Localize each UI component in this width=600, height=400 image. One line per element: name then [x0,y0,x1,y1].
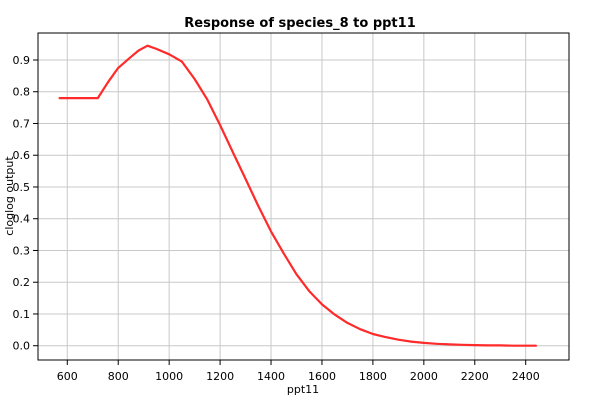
x-tick-label: 1400 [257,370,285,383]
x-axis: 600 800 1000 1200 1400 1600 1800 2000 2200 2400 [57,360,540,383]
x-tick-label: 1000 [155,370,183,383]
y-tick-label: 0.4 [13,213,31,226]
x-tick-label: 1200 [206,370,234,383]
y-tick-label: 0.7 [13,117,31,130]
x-tick-label: 1600 [308,370,336,383]
x-tick-label: 2200 [461,370,489,383]
chart-title: Response of species_8 to ppt11 [184,16,416,31]
y-tick-label: 0.5 [13,181,31,194]
y-tick-label: 0.1 [13,308,31,321]
plot-frame [37,32,570,361]
y-tick-label: 0.9 [13,54,31,67]
y-tick-label: 0.0 [13,340,31,353]
x-tick-label: 2400 [512,370,540,383]
y-tick-label: 0.6 [13,149,31,162]
series-group [58,44,538,347]
x-tick-label: 1800 [359,370,387,383]
y-tick-label: 0.8 [13,86,31,99]
x-tick-label: 2000 [410,370,438,383]
x-axis-label: ppt11 [287,383,319,396]
x-tick-label: 600 [57,370,78,383]
y-axis-label: cloglog output [3,156,16,236]
y-axis: 0.0 0.1 0.2 0.3 0.4 0.5 0.6 0.7 0.8 0.9 [13,54,38,353]
response-curve [58,44,538,347]
y-tick-label: 0.3 [13,244,31,257]
x-tick-label: 800 [108,370,129,383]
y-tick-label: 0.2 [13,276,31,289]
